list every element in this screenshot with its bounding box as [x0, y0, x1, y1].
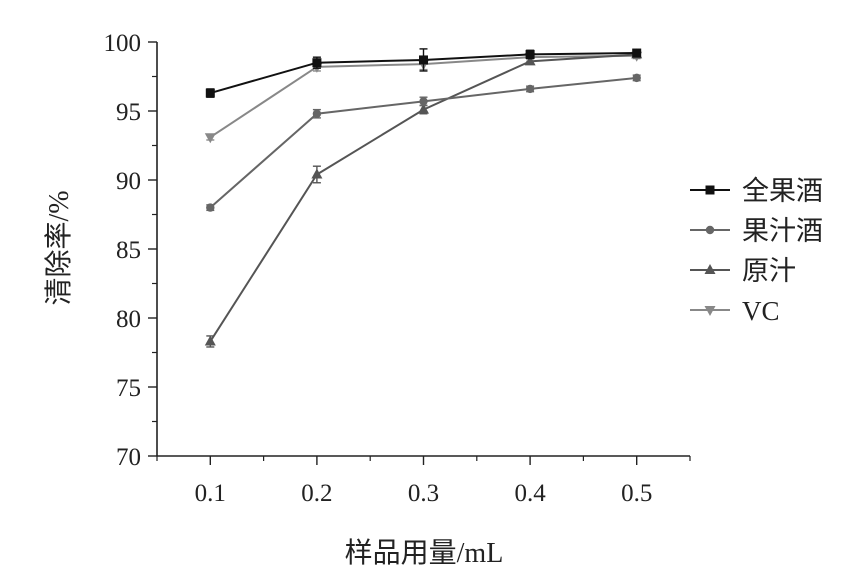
x-tick-label: 0.3 — [408, 480, 439, 507]
data-point — [204, 335, 216, 346]
data-point — [206, 203, 215, 212]
x-axis-title: 样品用量/mL — [345, 537, 504, 569]
data-point — [204, 133, 216, 144]
legend-marker — [705, 185, 715, 195]
data-point — [632, 73, 641, 83]
ticks: 70 75 80 85 90 95 100 0.1 0.2 0.3 0.4 0.5 — [104, 30, 691, 507]
data-point — [312, 58, 322, 68]
legend-item: 原汁 — [690, 256, 796, 286]
x-tick-label: 0.1 — [195, 480, 226, 507]
y-axis-title: 清除率/% — [43, 190, 75, 305]
data-point — [312, 109, 322, 118]
x-tick-label: 0.5 — [621, 480, 652, 507]
y-tick-label: 80 — [116, 306, 141, 333]
legend-marker — [704, 306, 716, 316]
legend-marker — [704, 264, 716, 274]
legend-label: 全果酒 — [742, 176, 823, 206]
legend-marker — [705, 225, 715, 235]
legend-item: 全果酒 — [690, 176, 823, 206]
y-tick-label: 90 — [116, 168, 141, 195]
data-point — [525, 49, 535, 59]
x-tick-label: 0.2 — [301, 480, 332, 507]
data-point — [525, 84, 535, 94]
series — [204, 48, 643, 348]
y-tick-label: 95 — [116, 99, 141, 126]
legend-label: 原汁 — [742, 256, 796, 286]
data-point — [205, 88, 215, 98]
legend-item: 果汁酒 — [690, 216, 823, 246]
data-point — [419, 97, 428, 106]
legend-item: VC — [690, 296, 780, 326]
legend-label: VC — [742, 296, 780, 326]
series-circle — [206, 73, 641, 212]
series-square — [205, 48, 642, 98]
data-point — [632, 48, 642, 58]
y-tick-label: 100 — [104, 30, 142, 57]
data-point — [419, 55, 428, 65]
y-tick-label: 85 — [116, 237, 141, 264]
y-tick-label: 75 — [116, 375, 141, 402]
data-point — [418, 103, 429, 114]
series-triangle-up — [204, 48, 643, 348]
x-tick-label: 0.4 — [514, 480, 546, 507]
data-point — [524, 55, 536, 66]
y-tick-label: 70 — [116, 444, 141, 471]
data-point — [311, 168, 323, 179]
legend-label: 果汁酒 — [742, 216, 823, 246]
